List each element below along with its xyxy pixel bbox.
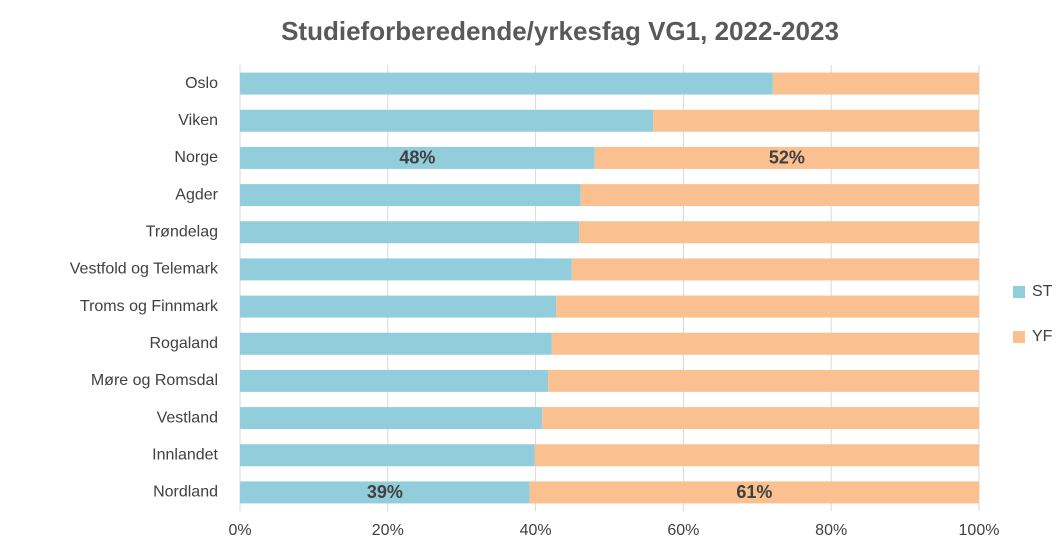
- bar-segment: [240, 369, 549, 392]
- x-tick-label: 80%: [815, 522, 847, 539]
- value-label: 48%: [399, 148, 435, 168]
- bar-segment: [240, 184, 581, 207]
- legend-label: ST: [1032, 283, 1053, 300]
- x-tick-label: 20%: [372, 522, 404, 539]
- y-tick-label: Møre og Romsdal: [91, 372, 218, 389]
- bar-segment: [594, 146, 979, 169]
- value-label: 61%: [736, 482, 772, 502]
- bar-segment: [556, 295, 979, 318]
- chart-title: Studieforberedende/yrkesfag VG1, 2022-20…: [281, 16, 839, 46]
- bar-segment: [772, 72, 979, 95]
- y-tick-label: Agder: [175, 186, 218, 203]
- x-tick-label: 60%: [667, 522, 699, 539]
- bar-segment: [240, 481, 530, 504]
- legend-swatch: [1013, 286, 1025, 298]
- y-tick-label: Viken: [178, 112, 218, 129]
- bar-segment: [240, 407, 543, 430]
- y-tick-label: Innlandet: [152, 446, 218, 463]
- y-tick-label: Nordland: [153, 484, 218, 501]
- y-tick-label: Vestland: [157, 409, 218, 426]
- x-tick-label: 0%: [228, 522, 251, 539]
- bar-segment: [240, 332, 552, 355]
- y-tick-label: Norge: [174, 149, 218, 166]
- bar-segment: [240, 258, 572, 281]
- x-tick-label: 40%: [520, 522, 552, 539]
- value-label: 39%: [367, 482, 403, 502]
- bar-segment: [240, 295, 557, 318]
- bar-segment: [571, 258, 979, 281]
- bar-segment: [580, 184, 979, 207]
- bar-segment: [653, 109, 979, 132]
- y-tick-label: Trøndelag: [146, 223, 218, 240]
- y-tick-label: Rogaland: [150, 335, 219, 352]
- bar-segment: [529, 481, 979, 504]
- bar-segment: [551, 332, 979, 355]
- x-tick-label: 100%: [959, 522, 1000, 539]
- bar-segment: [240, 72, 773, 95]
- bar-segment: [542, 407, 979, 430]
- y-tick-label: Vestfold og Telemark: [70, 261, 219, 278]
- bar-segment: [240, 221, 580, 244]
- legend-swatch: [1013, 331, 1025, 343]
- bar-segment: [534, 444, 979, 467]
- legend-label: YF: [1032, 328, 1053, 345]
- bar-segment: [240, 109, 654, 132]
- bar-segment: [240, 146, 595, 169]
- bar-segment: [240, 444, 535, 467]
- bar-segment: [579, 221, 979, 244]
- value-label: 52%: [769, 148, 805, 168]
- y-tick-label: Troms og Finnmark: [80, 298, 219, 315]
- bar-segment: [548, 369, 979, 392]
- y-tick-label: Oslo: [185, 75, 218, 92]
